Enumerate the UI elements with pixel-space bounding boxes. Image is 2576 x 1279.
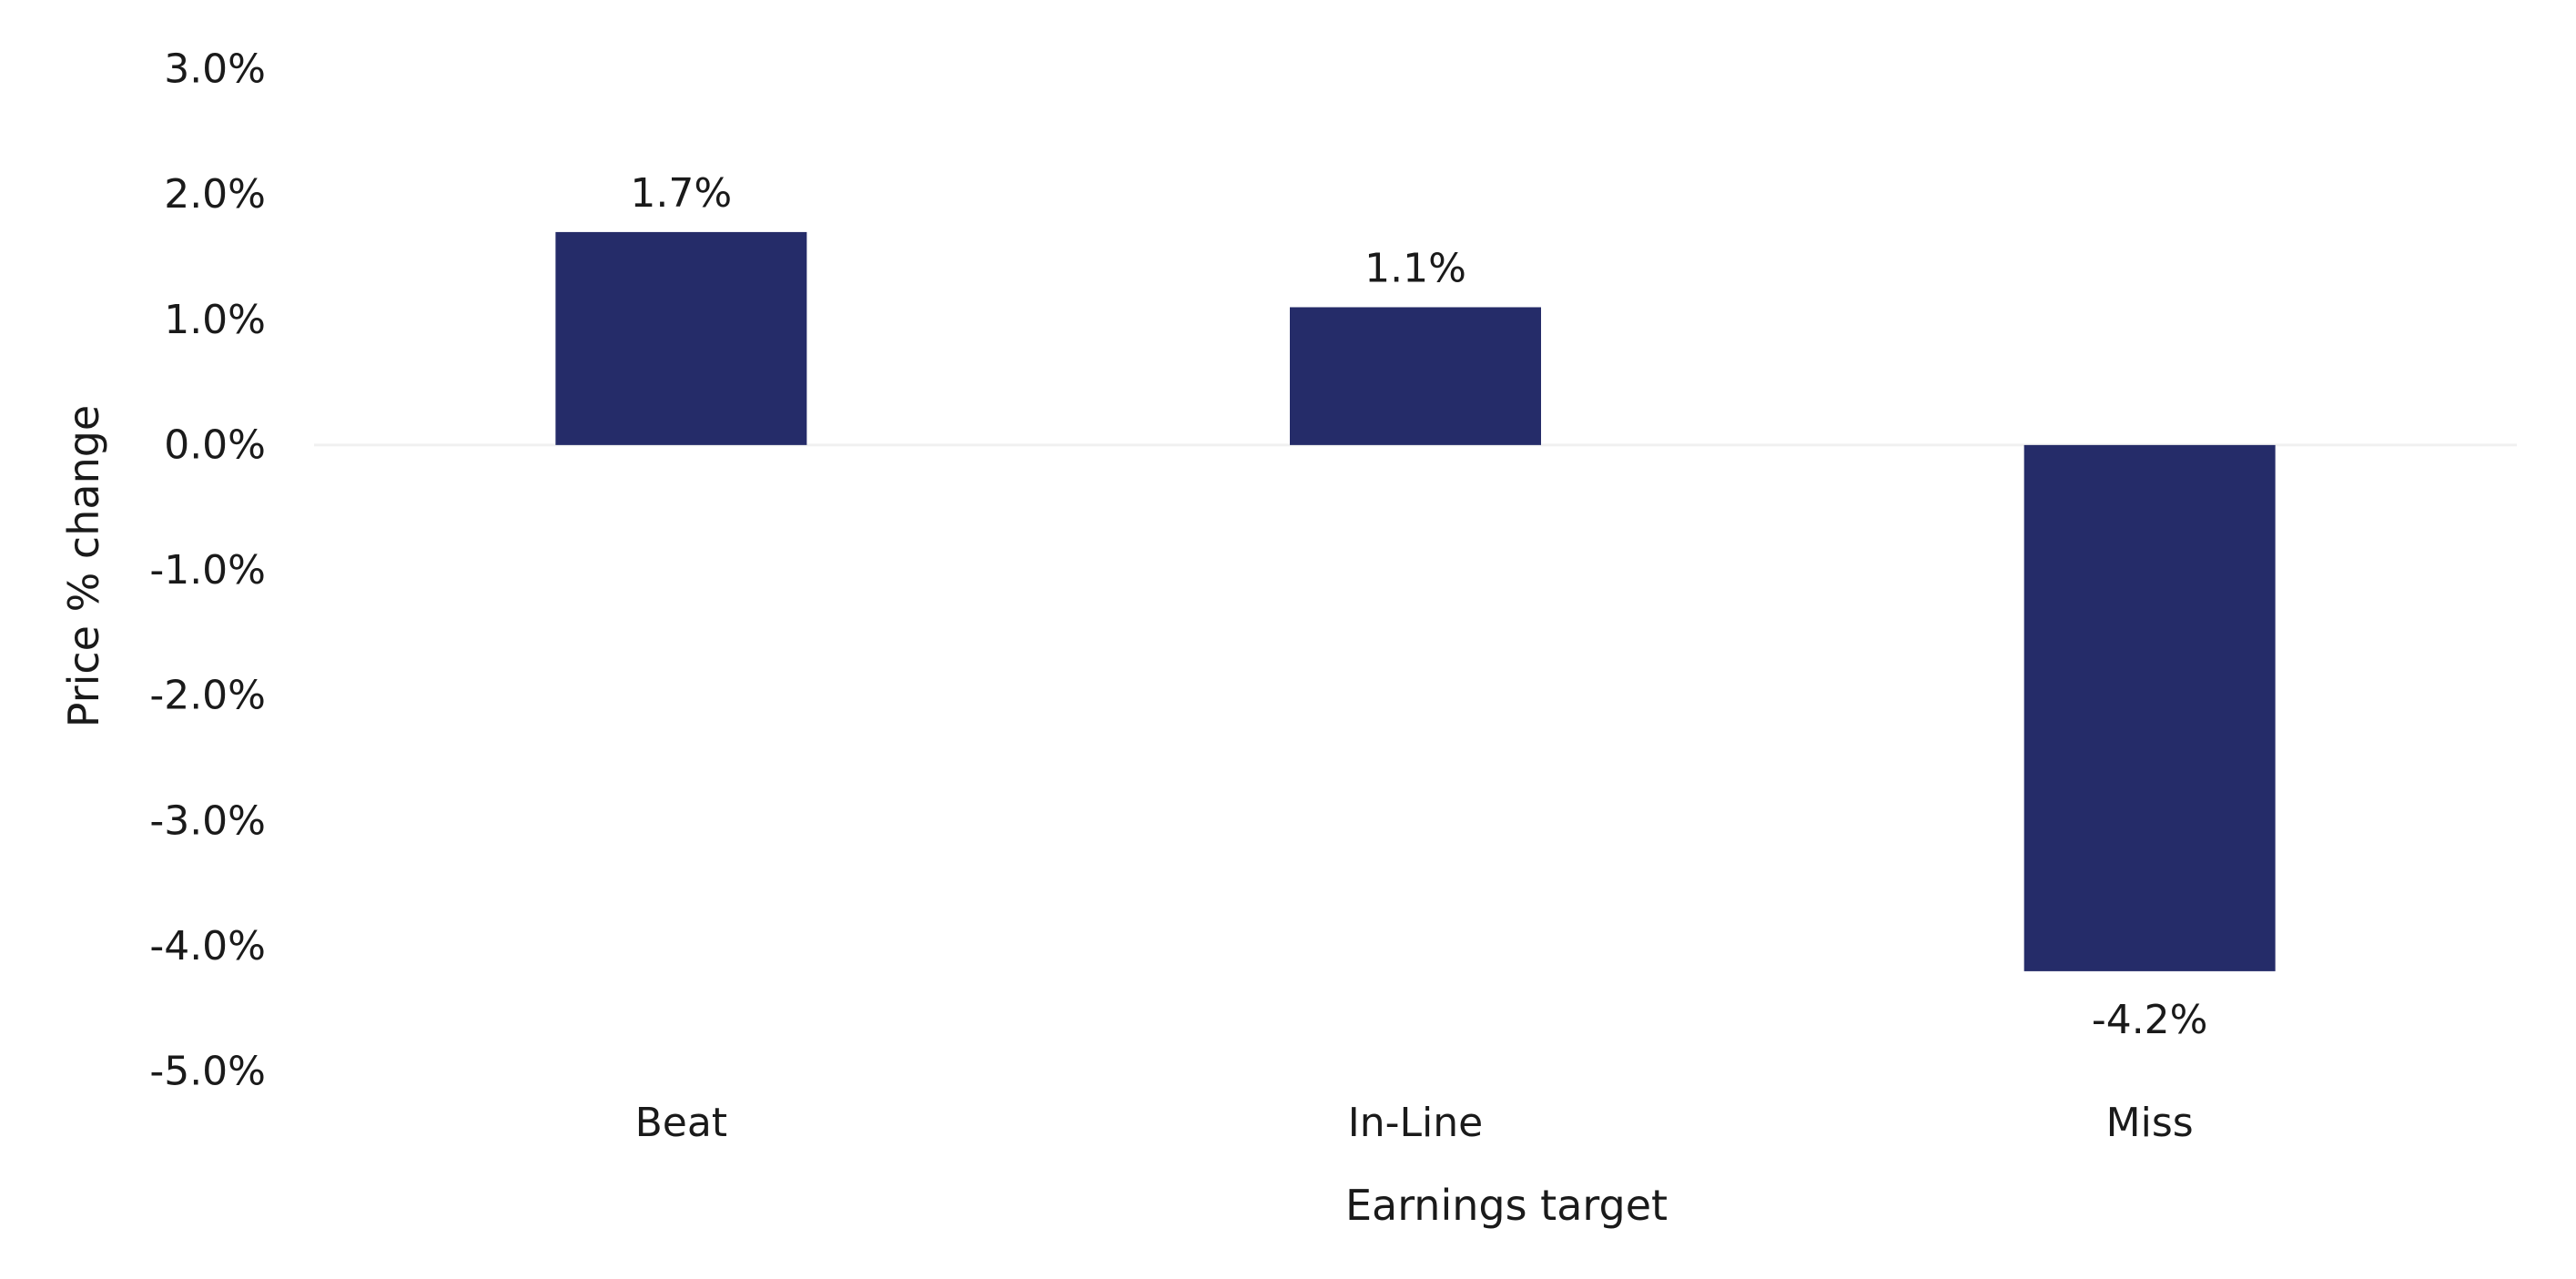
y-tick-label: -4.0% — [149, 923, 266, 969]
bar-beat — [555, 231, 807, 445]
bars — [555, 231, 2276, 971]
y-tick-label: 0.0% — [164, 421, 266, 468]
bar-in-line — [1290, 307, 1541, 445]
y-tick-label: -5.0% — [149, 1049, 266, 1095]
data-label: 1.1% — [1364, 245, 1466, 291]
y-tick-label: 2.0% — [164, 171, 266, 218]
y-axis-ticks: 3.0% 2.0% 1.0% 0.0% -1.0% -2.0% -3.0% -4.0% -5.0… — [149, 46, 266, 1095]
y-tick-label: -1.0% — [149, 547, 266, 594]
y-tick-label: 1.0% — [164, 297, 266, 343]
x-tick-label: Beat — [635, 1100, 727, 1146]
x-tick-label: Miss — [2106, 1100, 2194, 1146]
data-labels: 1.7% 1.1% -4.2% — [630, 170, 2207, 1043]
x-axis-ticks: Beat In-Line Miss — [635, 1100, 2194, 1146]
y-tick-label: -3.0% — [149, 797, 266, 844]
data-label: -4.2% — [2092, 997, 2208, 1043]
y-tick-label: -2.0% — [149, 673, 266, 719]
y-tick-label: 3.0% — [164, 46, 266, 93]
bar-miss — [2023, 444, 2276, 971]
x-tick-label: In-Line — [1348, 1100, 1483, 1146]
data-label: 1.7% — [630, 170, 732, 217]
y-axis-title: Price % change — [59, 405, 108, 727]
x-axis-title: Earnings target — [1345, 1181, 1668, 1230]
